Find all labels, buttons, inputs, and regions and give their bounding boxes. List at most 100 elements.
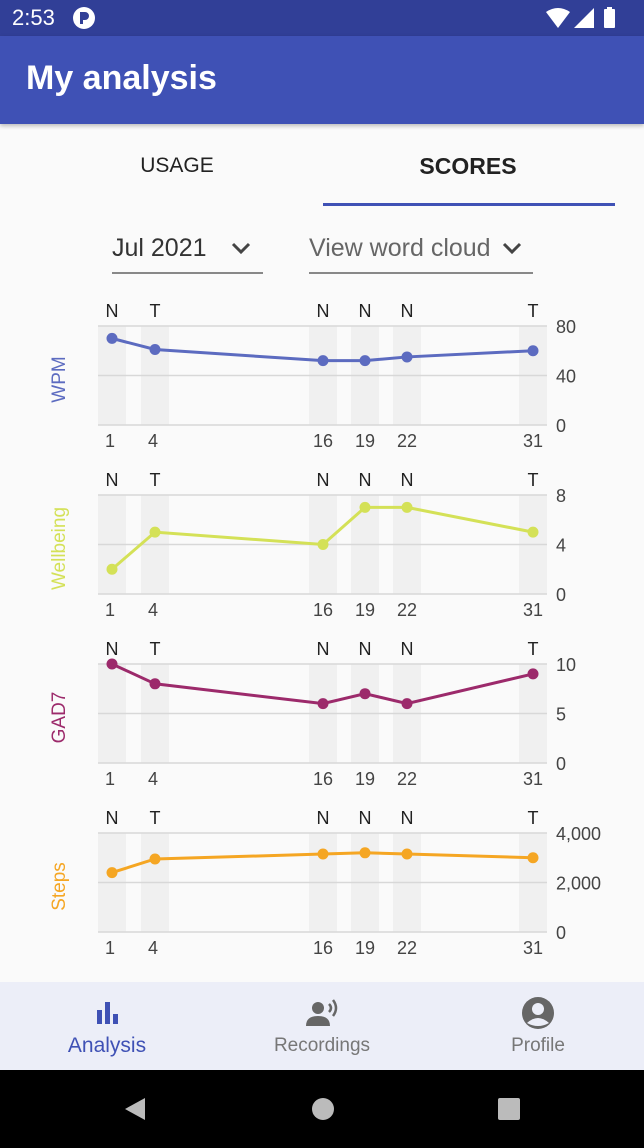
day-type-label: N: [359, 470, 372, 490]
data-point: [106, 332, 118, 344]
y-tick-label: 80: [556, 317, 576, 337]
day-type-label: T: [150, 301, 161, 321]
data-point: [317, 355, 329, 367]
day-type-label: T: [528, 470, 539, 490]
day-type-label: N: [317, 639, 330, 659]
system-navigation-bar: [0, 1070, 644, 1148]
data-point: [527, 852, 539, 864]
x-tick-label: 31: [523, 769, 543, 789]
axis-label: WPM: [49, 356, 70, 402]
y-tick-label: 2,000: [556, 874, 601, 894]
data-point: [527, 668, 539, 680]
x-tick-label: 4: [148, 431, 158, 451]
x-tick-label: 1: [105, 769, 115, 789]
data-point: [359, 501, 371, 513]
day-type-label: N: [106, 639, 119, 659]
data-point: [106, 867, 118, 879]
data-point: [401, 698, 413, 710]
battery-icon: [604, 9, 615, 28]
y-tick-label: 8: [556, 486, 566, 506]
day-type-label: N: [359, 301, 372, 321]
x-tick-label: 22: [397, 769, 417, 789]
tab-scores[interactable]: SCORES: [419, 153, 517, 179]
y-tick-label: 4,000: [556, 824, 601, 844]
tab-bar: USAGE SCORES: [0, 124, 644, 210]
view-dropdown-value: View word cloud: [309, 234, 491, 262]
axis-label: Steps: [49, 862, 70, 911]
x-tick-label: 1: [105, 938, 115, 958]
data-point: [359, 847, 371, 859]
data-point: [401, 351, 413, 363]
home-icon[interactable]: [309, 1095, 337, 1123]
day-type-label: N: [106, 808, 119, 828]
x-tick-label: 1: [105, 431, 115, 451]
x-tick-label: 16: [313, 600, 333, 620]
bottom-navigation: Analysis Recordings Profile: [0, 982, 644, 1070]
y-tick-label: 0: [556, 923, 566, 943]
x-tick-label: 22: [397, 938, 417, 958]
y-tick-label: 5: [556, 705, 566, 725]
recents-icon[interactable]: [495, 1095, 523, 1123]
account-circle-icon: [522, 997, 554, 1029]
app-notification-icon: [73, 7, 95, 29]
app-bar: My analysis: [0, 36, 644, 124]
chevron-down-icon: [502, 242, 522, 255]
nav-analysis[interactable]: Analysis: [27, 982, 187, 1070]
day-type-label: N: [359, 808, 372, 828]
axis-label: Wellbeing: [49, 507, 70, 590]
data-point: [317, 698, 329, 710]
x-tick-label: 1: [105, 600, 115, 620]
day-type-label: T: [150, 808, 161, 828]
data-point: [149, 678, 161, 690]
day-type-label: N: [106, 470, 119, 490]
nav-profile-label: Profile: [511, 1035, 565, 1056]
status-bar: 2:53: [0, 0, 644, 36]
x-tick-label: 19: [355, 600, 375, 620]
status-time: 2:53: [12, 5, 55, 30]
data-point: [317, 539, 329, 550]
page-title: My analysis: [26, 59, 217, 97]
x-tick-label: 4: [148, 769, 158, 789]
x-tick-label: 19: [355, 769, 375, 789]
data-point: [106, 563, 118, 575]
month-dropdown[interactable]: Jul 2021: [112, 226, 263, 274]
tab-usage[interactable]: USAGE: [140, 154, 214, 177]
series-line: [111, 505, 534, 571]
data-point: [317, 848, 329, 860]
x-tick-label: 19: [355, 938, 375, 958]
day-type-label: N: [359, 639, 372, 659]
day-type-label: T: [528, 301, 539, 321]
bar-chart-icon: [97, 1002, 118, 1024]
x-tick-label: 31: [523, 938, 543, 958]
data-point: [359, 688, 371, 700]
score-charts: 80 40 0 WPM N T N N N T 1 4 16 19 22 31 8 4 0 Wellbeing N T N N…: [0, 290, 644, 970]
nav-recordings[interactable]: Recordings: [242, 982, 402, 1070]
x-tick-label: 22: [397, 431, 417, 451]
series-line: [111, 851, 534, 875]
chevron-down-icon: [231, 242, 251, 255]
x-tick-label: 31: [523, 600, 543, 620]
x-tick-label: 19: [355, 431, 375, 451]
day-type-label: N: [106, 301, 119, 321]
x-tick-label: 31: [523, 431, 543, 451]
nav-profile[interactable]: Profile: [458, 982, 618, 1070]
day-type-label: T: [528, 808, 539, 828]
nav-recordings-label: Recordings: [273, 1035, 371, 1056]
day-type-label: T: [150, 470, 161, 490]
data-point: [527, 526, 539, 538]
x-tick-label: 4: [148, 938, 158, 958]
view-dropdown[interactable]: View word cloud: [309, 226, 533, 274]
day-type-label: T: [528, 639, 539, 659]
x-tick-label: 16: [313, 769, 333, 789]
data-point: [149, 853, 161, 865]
data-point: [106, 658, 118, 670]
data-point: [149, 344, 161, 356]
day-type-label: N: [317, 808, 330, 828]
back-icon[interactable]: [121, 1095, 149, 1123]
day-type-label: N: [317, 470, 330, 490]
day-type-label: N: [401, 639, 414, 659]
data-point: [401, 848, 413, 860]
day-type-label: N: [401, 301, 414, 321]
x-tick-label: 4: [148, 600, 158, 620]
day-type-label: N: [401, 470, 414, 490]
